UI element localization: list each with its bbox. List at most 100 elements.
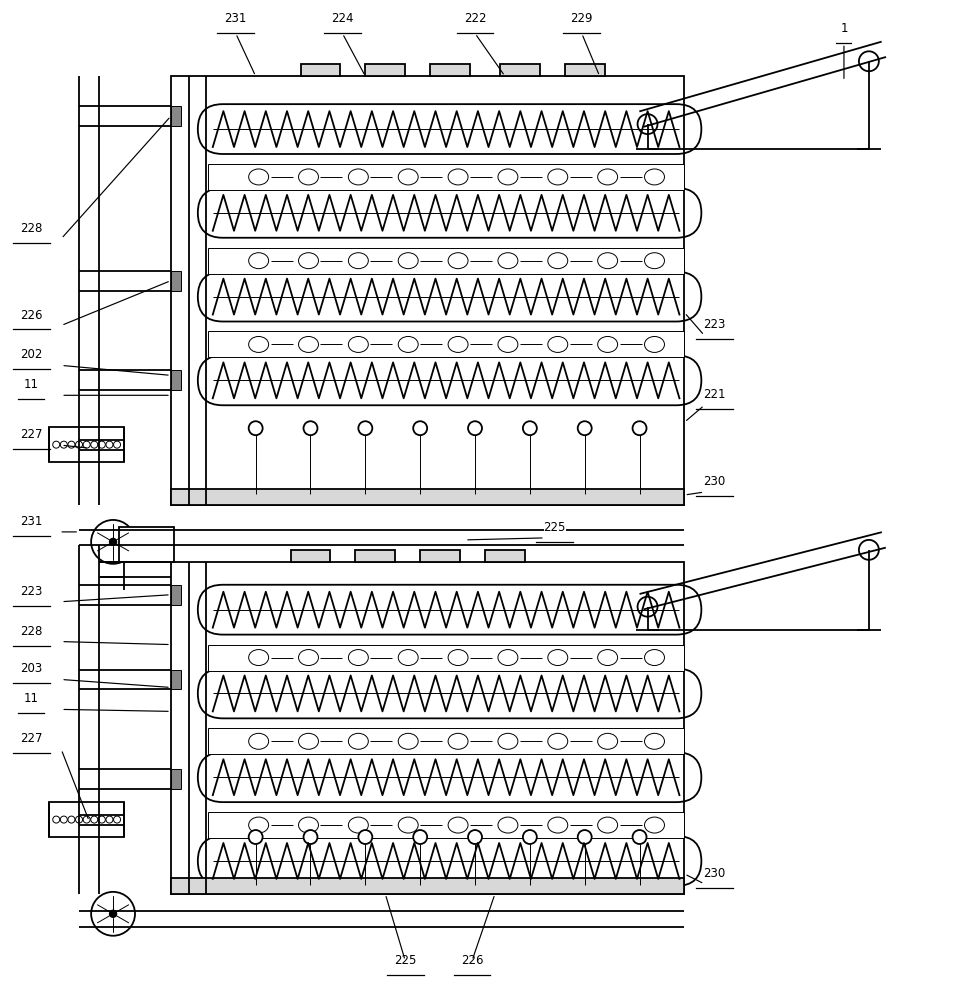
Bar (170, 370, 181, 390)
Circle shape (578, 830, 591, 844)
Ellipse shape (598, 650, 617, 666)
Text: 228: 228 (20, 625, 42, 638)
Ellipse shape (248, 253, 269, 269)
Circle shape (578, 421, 591, 435)
Ellipse shape (448, 650, 468, 666)
Bar (355, 550, 395, 562)
Circle shape (358, 830, 373, 844)
Circle shape (91, 520, 135, 564)
Circle shape (303, 421, 318, 435)
Text: 222: 222 (464, 12, 486, 25)
Text: 203: 203 (20, 662, 42, 675)
Ellipse shape (598, 817, 617, 833)
Ellipse shape (498, 650, 518, 666)
Bar (170, 106, 181, 126)
Text: 224: 224 (331, 12, 353, 25)
Text: 11: 11 (24, 378, 39, 391)
Bar (170, 489, 685, 505)
Ellipse shape (548, 650, 568, 666)
Text: 202: 202 (20, 348, 42, 361)
Circle shape (638, 597, 658, 617)
Ellipse shape (598, 169, 617, 185)
Ellipse shape (644, 817, 664, 833)
Ellipse shape (498, 253, 518, 269)
Bar (49, 802, 124, 837)
Bar (170, 670, 181, 689)
Text: 11: 11 (24, 692, 39, 705)
Circle shape (303, 830, 318, 844)
Circle shape (633, 830, 646, 844)
Text: 226: 226 (20, 309, 42, 322)
Circle shape (523, 830, 536, 844)
Bar (300, 64, 340, 76)
Ellipse shape (644, 169, 664, 185)
Ellipse shape (399, 817, 418, 833)
Text: 229: 229 (570, 12, 593, 25)
Circle shape (859, 51, 879, 71)
Ellipse shape (498, 733, 518, 749)
Ellipse shape (548, 817, 568, 833)
Text: 228: 228 (20, 222, 42, 235)
Bar (49, 427, 124, 462)
Text: 227: 227 (20, 732, 42, 745)
Ellipse shape (349, 650, 368, 666)
Circle shape (468, 421, 482, 435)
Ellipse shape (548, 253, 568, 269)
Ellipse shape (299, 253, 319, 269)
Text: 223: 223 (20, 585, 42, 598)
Ellipse shape (299, 733, 319, 749)
Text: 231: 231 (20, 515, 42, 528)
Ellipse shape (644, 650, 664, 666)
Ellipse shape (299, 650, 319, 666)
Bar (430, 64, 470, 76)
Bar (208, 331, 685, 357)
Text: 225: 225 (394, 954, 416, 967)
Circle shape (413, 830, 428, 844)
Text: 230: 230 (703, 475, 725, 488)
Ellipse shape (349, 817, 368, 833)
Bar (208, 728, 685, 754)
Ellipse shape (548, 733, 568, 749)
Ellipse shape (399, 336, 418, 352)
Ellipse shape (498, 336, 518, 352)
Bar (208, 812, 685, 838)
Ellipse shape (448, 336, 468, 352)
Circle shape (110, 539, 117, 545)
Ellipse shape (349, 336, 368, 352)
Circle shape (248, 830, 263, 844)
Ellipse shape (399, 650, 418, 666)
Ellipse shape (598, 733, 617, 749)
Ellipse shape (349, 253, 368, 269)
Ellipse shape (448, 733, 468, 749)
Bar (500, 64, 540, 76)
Ellipse shape (299, 169, 319, 185)
Text: 1: 1 (840, 22, 847, 35)
Circle shape (110, 911, 117, 917)
Circle shape (248, 421, 263, 435)
Circle shape (413, 421, 428, 435)
Circle shape (91, 892, 135, 936)
Ellipse shape (399, 169, 418, 185)
Bar (170, 76, 685, 505)
Text: 221: 221 (703, 388, 725, 401)
Bar (208, 164, 685, 190)
Text: 226: 226 (460, 954, 483, 967)
Bar (170, 878, 685, 894)
Ellipse shape (248, 650, 269, 666)
Text: 231: 231 (224, 12, 247, 25)
Ellipse shape (448, 253, 468, 269)
Bar (365, 64, 405, 76)
Bar (420, 550, 460, 562)
Bar (564, 64, 605, 76)
Text: 225: 225 (543, 521, 566, 534)
Ellipse shape (248, 336, 269, 352)
Bar (170, 271, 181, 291)
Ellipse shape (299, 817, 319, 833)
Bar (170, 585, 181, 605)
Ellipse shape (644, 733, 664, 749)
Ellipse shape (448, 817, 468, 833)
Ellipse shape (248, 169, 269, 185)
Ellipse shape (498, 817, 518, 833)
Circle shape (523, 421, 536, 435)
Bar (485, 550, 525, 562)
